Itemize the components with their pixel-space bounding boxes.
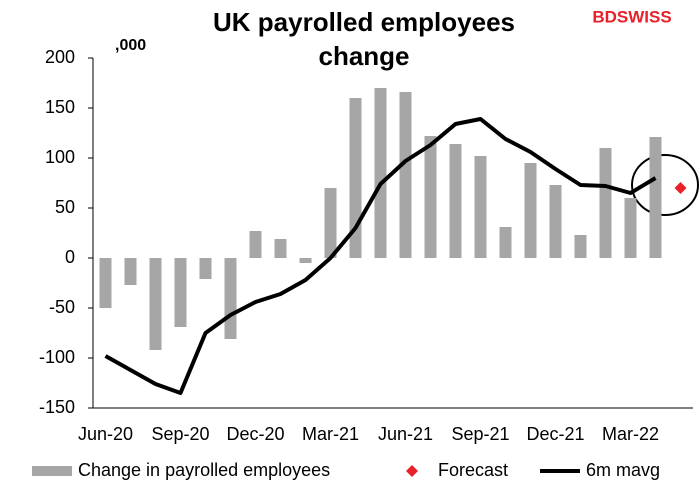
bar xyxy=(649,137,662,258)
x-tick-label: Dec-20 xyxy=(226,424,284,444)
bar xyxy=(299,258,312,263)
title-line: change xyxy=(318,41,409,71)
bar xyxy=(599,148,612,258)
legend-swatch xyxy=(406,465,418,477)
bar xyxy=(199,258,212,279)
x-tick-label: Mar-21 xyxy=(302,424,359,444)
title-line: UK payrolled employees xyxy=(213,7,515,37)
bar xyxy=(124,258,137,285)
bar xyxy=(174,258,187,327)
bar xyxy=(449,144,462,258)
bar xyxy=(499,227,512,258)
y-tick-label: 200 xyxy=(45,47,75,67)
legend-label: Change in payrolled employees xyxy=(78,460,330,480)
line xyxy=(104,117,657,395)
bar xyxy=(474,156,487,258)
bar xyxy=(224,258,237,339)
x-tick-label: Sep-21 xyxy=(451,424,509,444)
x-tick-label: Sep-20 xyxy=(151,424,209,444)
brand-logo: BDSWISS xyxy=(592,7,671,26)
bar xyxy=(624,198,637,258)
unit-note: ,000 xyxy=(115,37,146,54)
legend-swatch xyxy=(32,466,72,476)
x-tick-label: Mar-22 xyxy=(602,424,659,444)
bar xyxy=(374,88,387,258)
y-tick-label: -50 xyxy=(49,297,75,317)
forecast-point xyxy=(674,182,687,194)
bar xyxy=(349,98,362,258)
x-tick-label: Dec-21 xyxy=(526,424,584,444)
bar xyxy=(249,231,262,258)
y-tick-label: 150 xyxy=(45,97,75,117)
bar xyxy=(324,188,337,258)
bar xyxy=(549,185,562,258)
y-tick-label: 100 xyxy=(45,147,75,167)
highlight-circle xyxy=(631,154,699,216)
bar xyxy=(274,239,287,258)
legend-label: Forecast xyxy=(438,460,508,480)
x-tick-label: Jun-21 xyxy=(378,424,433,444)
y-tick-label: -100 xyxy=(39,347,75,367)
bar xyxy=(524,163,537,258)
legend-label: 6m mavg xyxy=(586,460,660,480)
chart-title: UK payrolled employees change xyxy=(213,7,515,71)
y-tick-label: -150 xyxy=(39,397,75,417)
bar xyxy=(149,258,162,350)
y-tick-label: 50 xyxy=(55,197,75,217)
bar xyxy=(424,136,437,258)
bar xyxy=(399,92,412,258)
bar xyxy=(99,258,112,308)
y-tick-label: 0 xyxy=(65,247,75,267)
bar xyxy=(574,235,587,258)
x-tick-label: Jun-20 xyxy=(78,424,133,444)
